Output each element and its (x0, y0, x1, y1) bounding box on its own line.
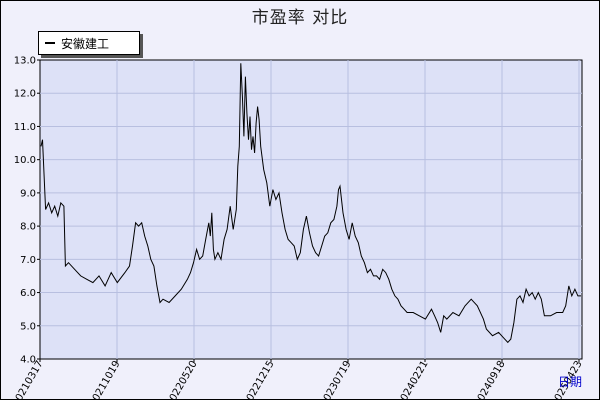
plot-area (39, 59, 583, 360)
x-tick-label: 20211019 (88, 359, 123, 400)
y-tick-label: 7.0 (20, 255, 36, 266)
y-tick-label: 4.0 (20, 355, 36, 366)
legend: 安徽建工 (38, 31, 140, 55)
x-tick-label: 20240221 (396, 359, 431, 400)
x-tick-label: 20230719 (319, 359, 354, 400)
x-tick-labels: 20210317 20211019 20220520 20221215 20230719… (11, 359, 585, 400)
y-tick-label: 12.0 (14, 89, 36, 100)
y-tick-label: 9.0 (20, 188, 36, 199)
legend-label: 安徽建工 (61, 37, 110, 51)
x-tick-label: 20240918 (473, 359, 508, 400)
x-tick-label: 20220520 (165, 359, 200, 400)
y-tick-label: 6.0 (20, 288, 36, 299)
chart-title: 市盈率 对比 (251, 8, 349, 28)
x-axis-label: 日期 (558, 375, 583, 389)
series-line-anhui-construction (40, 63, 581, 344)
y-tick-label: 10.0 (14, 155, 36, 166)
y-tick-label: 13.0 (14, 56, 36, 67)
grid-lines (40, 60, 582, 359)
legend-swatch (45, 42, 55, 44)
y-tick-label: 11.0 (14, 122, 36, 133)
y-tick-labels: 4.0 5.0 6.0 7.0 8.0 9.0 10.0 11.0 12.0 13.0 (14, 56, 40, 366)
x-tick-label: 20221215 (242, 359, 277, 400)
y-tick-label: 8.0 (20, 222, 36, 233)
y-tick-label: 5.0 (20, 321, 36, 332)
